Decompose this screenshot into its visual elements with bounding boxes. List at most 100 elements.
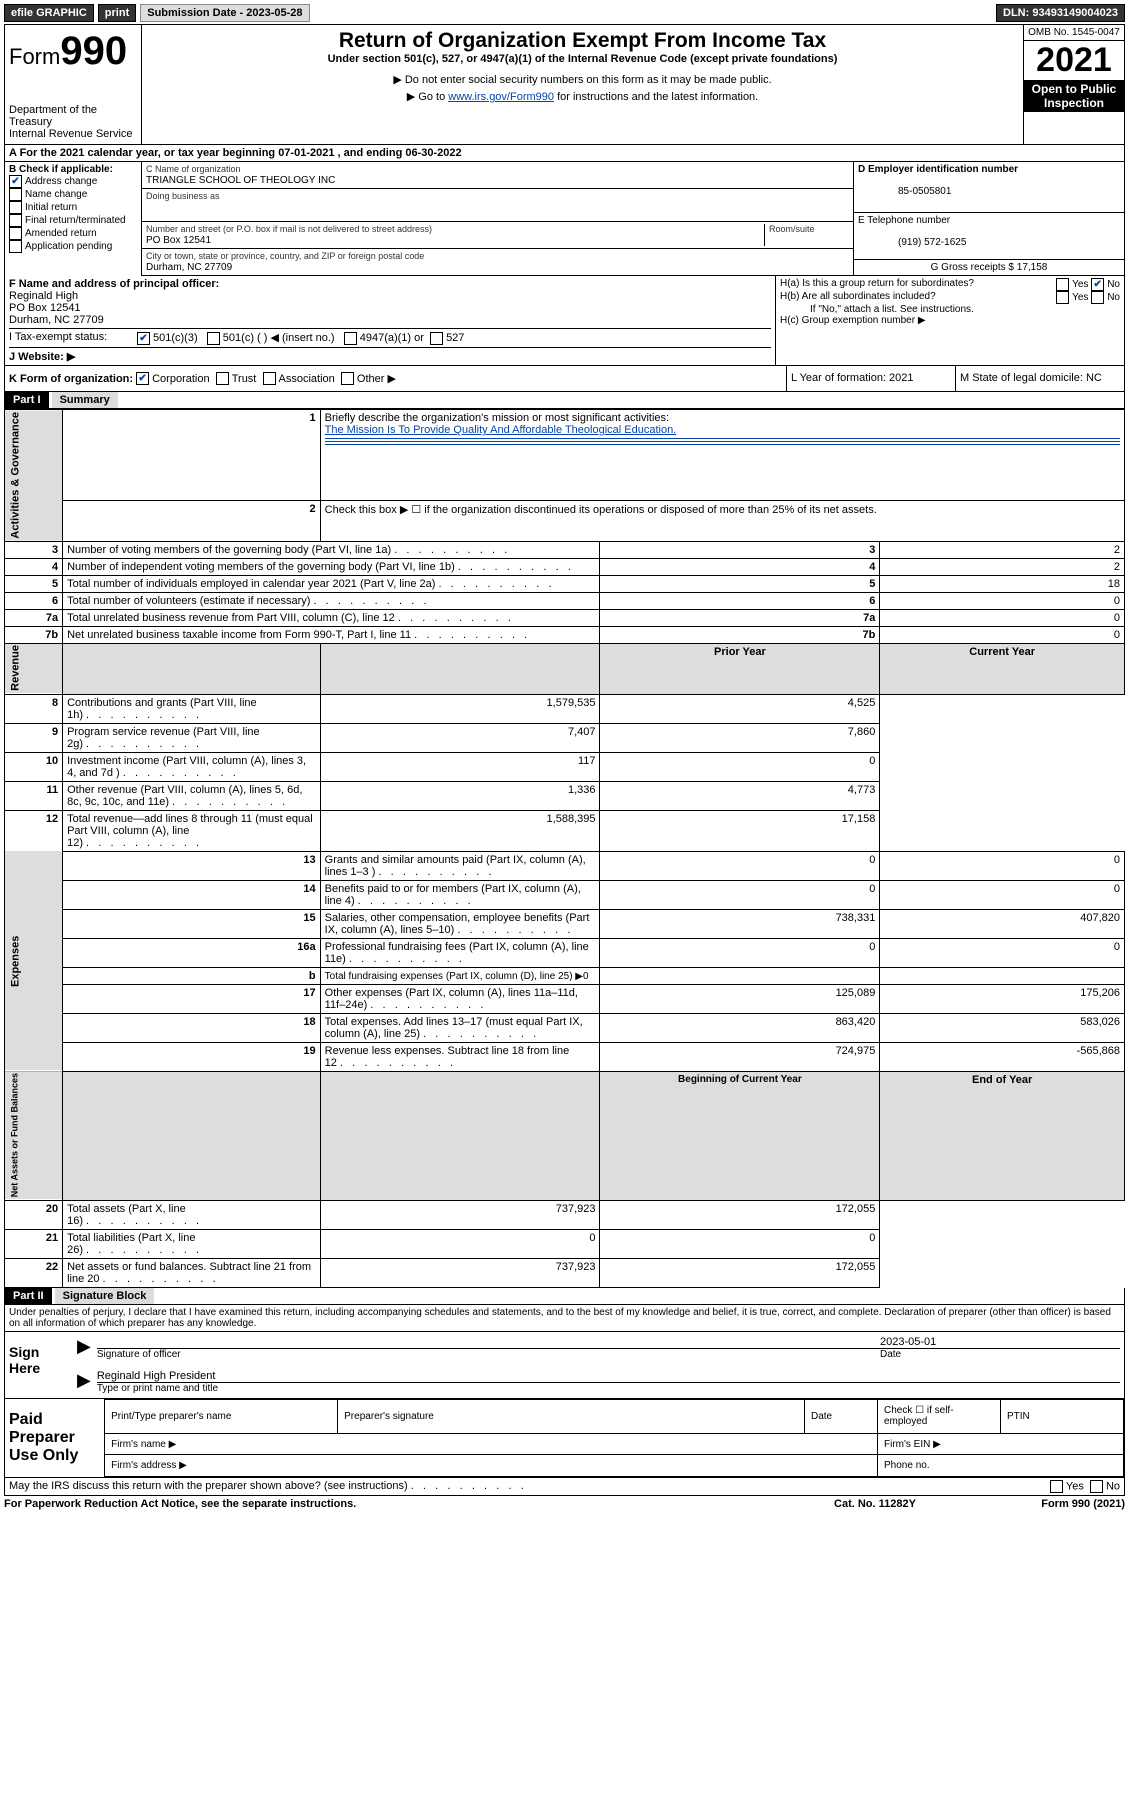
- box-hc: H(c) Group exemption number ▶: [780, 315, 1120, 326]
- box-b-label: B Check if applicable:: [9, 164, 137, 175]
- part2-title: Signature Block: [55, 1288, 155, 1304]
- goto-pre: ▶ Go to: [407, 91, 448, 103]
- opt-assoc: Association: [279, 373, 335, 385]
- opt-other: Other ▶: [357, 373, 396, 385]
- dba-label: Doing business as: [146, 191, 220, 201]
- p-check: Check ☐ if self-employed: [878, 1399, 1001, 1433]
- box-hb-note: If "No," attach a list. See instructions…: [780, 304, 1120, 315]
- part1-header: Part I Summary: [4, 392, 1125, 409]
- entity-section: B Check if applicable: ✔Address changeNa…: [4, 162, 1125, 276]
- row-k-label: K Form of organization:: [9, 373, 133, 385]
- firm-ein: Firm's EIN ▶: [878, 1434, 1124, 1455]
- room-label: Room/suite: [769, 224, 815, 234]
- opt-501c: 501(c) ( ) ◀ (insert no.): [223, 332, 335, 344]
- end-year-hdr: End of Year: [880, 1071, 1125, 1200]
- chk-527[interactable]: [430, 332, 443, 345]
- org-address: PO Box 12541: [146, 235, 211, 246]
- prior-year-hdr: Prior Year: [600, 643, 880, 694]
- tab-netassets: Net Assets or Fund Balances: [5, 1071, 63, 1200]
- org-city: Durham, NC 27709: [146, 262, 232, 273]
- firm-phone: Phone no.: [878, 1455, 1124, 1476]
- cat-no: Cat. No. 11282Y: [775, 1498, 975, 1510]
- sig-date-value: 2023-05-01: [880, 1336, 1120, 1348]
- p-col-1: Preparer's signature: [338, 1399, 805, 1433]
- open-public: Open to Public Inspection: [1024, 80, 1124, 112]
- discuss-yes[interactable]: [1050, 1480, 1063, 1493]
- boxb-chk-1[interactable]: [9, 188, 22, 201]
- q2-text: Check this box ▶ ☐ if the organization d…: [320, 500, 1124, 541]
- officer-city: Durham, NC 27709: [9, 314, 771, 326]
- box-d-label: D Employer identification number: [858, 164, 1018, 175]
- box-e-label: E Telephone number: [858, 215, 950, 226]
- discuss-text: May the IRS discuss this return with the…: [9, 1480, 524, 1492]
- box-ha: H(a) Is this a group return for subordin…: [780, 278, 1056, 291]
- part1-num: Part I: [5, 392, 49, 408]
- city-label: City or town, state or province, country…: [146, 251, 424, 261]
- top-bar: efile GRAPHIC print Submission Date - 20…: [4, 4, 1125, 22]
- phone-value: (919) 572-1625: [858, 237, 966, 248]
- boxb-chk-4[interactable]: [9, 227, 22, 240]
- arrow-icon-2: ▶: [77, 1370, 91, 1394]
- chk-501c3[interactable]: ✔: [137, 332, 150, 345]
- opt-corp: Corporation: [152, 373, 209, 385]
- hb-yes[interactable]: [1056, 291, 1069, 304]
- hb-no[interactable]: [1091, 291, 1104, 304]
- part2-num: Part II: [5, 1288, 52, 1304]
- irs-label: Internal Revenue Service: [9, 128, 137, 140]
- paid-preparer-label: Paid Preparer Use Only: [5, 1399, 104, 1477]
- discuss-no[interactable]: [1090, 1480, 1103, 1493]
- sig-officer-label: Signature of officer: [97, 1349, 880, 1360]
- subtitle-2: ▶ Do not enter social security numbers o…: [146, 73, 1019, 86]
- form-prefix: Form: [9, 44, 60, 69]
- print-button[interactable]: print: [98, 4, 136, 22]
- pra-notice: For Paperwork Reduction Act Notice, see …: [4, 1498, 775, 1510]
- officer-addr: PO Box 12541: [9, 302, 771, 314]
- sign-here-label: Sign Here: [5, 1332, 73, 1398]
- opt-4947: 4947(a)(1) or: [360, 332, 424, 344]
- beg-year-hdr: Beginning of Current Year: [600, 1071, 880, 1200]
- chk-trust[interactable]: [216, 372, 229, 385]
- officer-name: Reginald High: [9, 290, 771, 302]
- tab-revenue: Revenue: [5, 643, 63, 694]
- sig-name-label: Type or print name and title: [97, 1383, 1120, 1394]
- row-i-label: I Tax-exempt status:: [9, 331, 137, 345]
- ha-no[interactable]: ✔: [1091, 278, 1104, 291]
- omb-label: OMB No. 1545-0047: [1024, 25, 1124, 41]
- box-f-label: F Name and address of principal officer:: [9, 278, 771, 290]
- page-footer: For Paperwork Reduction Act Notice, see …: [4, 1496, 1125, 1510]
- q1-label: Briefly describe the organization's miss…: [325, 412, 669, 424]
- row-j: J Website: ▶: [9, 347, 771, 363]
- discuss-row: May the IRS discuss this return with the…: [4, 1478, 1125, 1496]
- chk-assoc[interactable]: [263, 372, 276, 385]
- form-header: Form990 Department of the Treasury Inter…: [4, 24, 1125, 145]
- ha-yes[interactable]: [1056, 278, 1069, 291]
- part2-header: Part II Signature Block: [4, 1288, 1125, 1305]
- part1-title: Summary: [52, 392, 118, 408]
- boxb-chk-2[interactable]: [9, 201, 22, 214]
- period-row: A For the 2021 calendar year, or tax yea…: [4, 145, 1125, 162]
- boxb-chk-3[interactable]: [9, 214, 22, 227]
- chk-other[interactable]: [341, 372, 354, 385]
- curr-year-hdr: Current Year: [880, 643, 1125, 694]
- addr-label: Number and street (or P.O. box if mail i…: [146, 224, 432, 234]
- summary-table: Activities & Governance 1 Briefly descri…: [4, 409, 1125, 1288]
- chk-501c[interactable]: [207, 332, 220, 345]
- efile-button[interactable]: efile GRAPHIC: [4, 4, 94, 22]
- opt-527: 527: [446, 332, 464, 344]
- dln-label: DLN: 93493149004023: [996, 4, 1125, 22]
- org-name: TRIANGLE SCHOOL OF THEOLOGY INC: [146, 175, 335, 186]
- officer-section: F Name and address of principal officer:…: [4, 276, 1125, 366]
- firm-name: Firm's name ▶: [105, 1434, 878, 1455]
- boxb-chk-0[interactable]: ✔: [9, 175, 22, 188]
- irs-link[interactable]: www.irs.gov/Form990: [448, 91, 554, 103]
- boxb-chk-5[interactable]: [9, 240, 22, 253]
- box-g: G Gross receipts $ 17,158: [854, 260, 1124, 276]
- form-title: Return of Organization Exempt From Incom…: [146, 29, 1019, 53]
- chk-4947[interactable]: [344, 332, 357, 345]
- opt-501c3: 501(c)(3): [153, 332, 198, 344]
- mission-text[interactable]: The Mission Is To Provide Quality And Af…: [325, 424, 677, 436]
- row-klm: K Form of organization: ✔Corporation Tru…: [4, 366, 1125, 393]
- submission-date: Submission Date - 2023-05-28: [140, 4, 309, 22]
- sig-name-value: Reginald High President: [97, 1370, 1120, 1383]
- chk-corp[interactable]: ✔: [136, 372, 149, 385]
